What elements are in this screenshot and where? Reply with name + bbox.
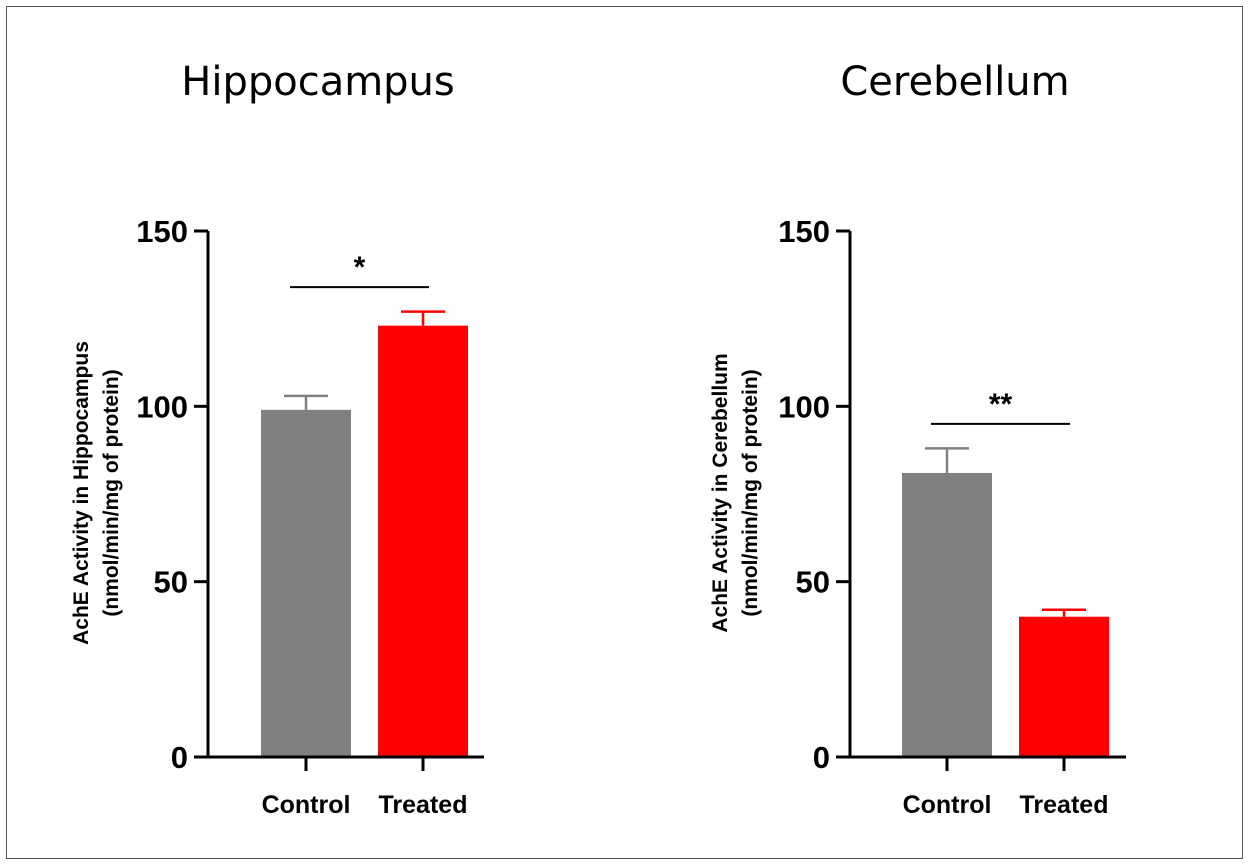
category-label: Treated [1020,791,1109,819]
error-bar [925,447,969,473]
category-label: Control [903,791,992,819]
error-bar [284,394,328,410]
y-axis-label-units: (nmol/min/mg of protein) [739,369,762,616]
y-tick-label: 150 [136,214,188,249]
y-tick-label: 100 [136,389,188,424]
significance-label: ** [989,388,1013,421]
panel-title: Cerebellum [840,59,1069,105]
panel-title: Hippocampus [181,59,455,105]
y-axis-label-units: (nmol/min/mg of protein) [100,369,123,616]
y-tick-label: 0 [171,740,188,775]
y-tick-label: 50 [796,565,830,600]
y-tick-label: 100 [778,389,830,424]
y-axis-label: AchE Activity in Hippocampus [70,341,93,645]
y-tick-label: 0 [813,740,830,775]
bar-control [261,409,351,757]
cerebellum-panel: Cerebellum AchE Activity in Cerebellum (… [709,59,1126,819]
error-bar [401,310,445,326]
hippocampus-panel: Hippocampus AchE Activity in Hippocampus… [70,59,484,819]
significance-label: * [354,251,366,284]
category-label: Control [262,791,351,819]
y-tick-label: 50 [154,565,188,600]
bar-treated [1019,616,1109,757]
y-tick-label: 150 [778,214,830,249]
figure-frame [6,6,1243,859]
bar-control [902,472,992,757]
category-label: Treated [379,791,468,819]
y-axis-label: AchE Activity in Cerebellum [709,353,732,632]
bar-treated [378,325,468,757]
error-bar [1042,608,1086,617]
